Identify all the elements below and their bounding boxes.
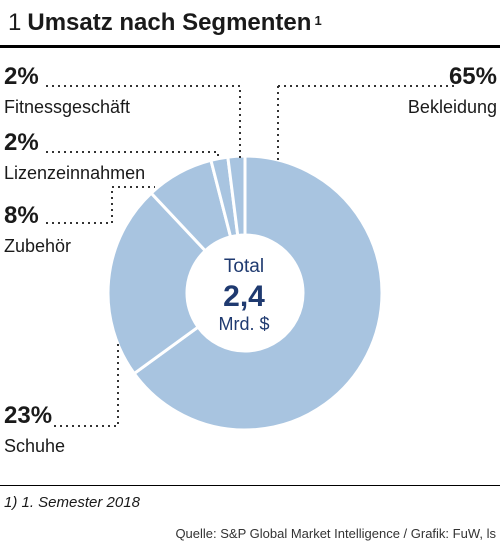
slice-label-bekleidung: Bekleidung bbox=[407, 97, 497, 117]
slice-label-lizenz: Lizenzeinnahmen bbox=[4, 163, 146, 183]
footnote: 1) 1. Semester 2018 bbox=[4, 494, 140, 511]
chart-number: 1 bbox=[8, 9, 22, 36]
slice-pct-fitness: 2% bbox=[4, 63, 39, 90]
chart-header: 1 Umsatz nach Segmenten 1 bbox=[8, 8, 322, 38]
leader-lizenz bbox=[46, 151, 219, 160]
center-unit: Mrd. $ bbox=[218, 314, 270, 334]
header-rule bbox=[0, 45, 500, 48]
slice-label-fitness: Fitnessgeschäft bbox=[4, 97, 131, 117]
source-credit: Quelle: S&P Global Market Intelligence /… bbox=[175, 526, 496, 541]
slice-schuhe bbox=[106, 191, 208, 376]
slice-pct-zubehoer: 8% bbox=[4, 202, 39, 229]
center-value: 2,4 bbox=[223, 280, 265, 313]
leader-schuhe bbox=[54, 340, 119, 427]
slice-pct-schuhe: 23% bbox=[4, 402, 53, 429]
slice-label-zubehoer: Zubehör bbox=[4, 236, 72, 256]
leader-fitness bbox=[46, 85, 241, 158]
slice-label-schuhe: Schuhe bbox=[4, 436, 66, 456]
slice-pct-bekleidung: 65% bbox=[448, 63, 497, 90]
slice-pct-lizenz: 2% bbox=[4, 129, 39, 156]
center-label-total: Total bbox=[223, 256, 265, 277]
footer-rule bbox=[0, 485, 500, 486]
title-footnote-mark: 1 bbox=[314, 13, 322, 28]
slice-bekleidung bbox=[132, 154, 384, 432]
slice-fitness bbox=[226, 154, 247, 238]
leader-zubehoer bbox=[46, 186, 155, 224]
chart-title: Umsatz nach Segmenten bbox=[27, 9, 312, 36]
